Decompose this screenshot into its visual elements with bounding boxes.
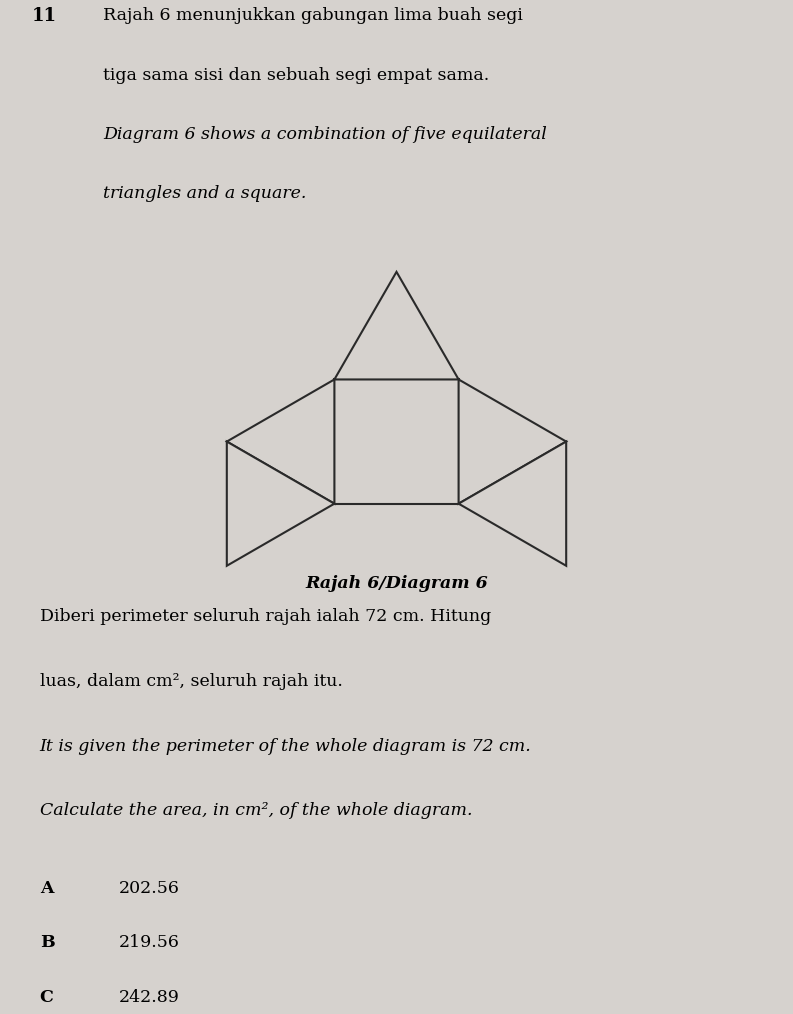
Polygon shape — [227, 441, 335, 566]
Text: Rajah 6/Diagram 6: Rajah 6/Diagram 6 — [305, 575, 488, 591]
Text: C: C — [40, 989, 53, 1006]
Text: A: A — [40, 880, 53, 897]
Text: luas, dalam cm², seluruh rajah itu.: luas, dalam cm², seluruh rajah itu. — [40, 672, 343, 690]
Text: 242.89: 242.89 — [119, 989, 180, 1006]
Text: Diberi perimeter seluruh rajah ialah 72 cm. Hitung: Diberi perimeter seluruh rajah ialah 72 … — [40, 607, 491, 625]
Text: 202.56: 202.56 — [119, 880, 180, 897]
Text: B: B — [40, 935, 55, 951]
Text: Diagram 6 shows a combination of five equilateral: Diagram 6 shows a combination of five eq… — [103, 126, 547, 143]
Polygon shape — [335, 379, 458, 504]
Polygon shape — [458, 441, 566, 566]
Text: Rajah 6 menunjukkan gabungan lima buah segi: Rajah 6 menunjukkan gabungan lima buah s… — [103, 7, 523, 24]
Polygon shape — [227, 379, 335, 504]
Text: 11: 11 — [32, 7, 57, 25]
Text: It is given the perimeter of the whole diagram is 72 cm.: It is given the perimeter of the whole d… — [40, 737, 531, 754]
Polygon shape — [458, 379, 566, 504]
Text: tiga sama sisi dan sebuah segi empat sama.: tiga sama sisi dan sebuah segi empat sam… — [103, 67, 489, 84]
Text: Calculate the area, in cm², of the whole diagram.: Calculate the area, in cm², of the whole… — [40, 802, 472, 819]
Text: triangles and a square.: triangles and a square. — [103, 186, 306, 203]
Text: 219.56: 219.56 — [119, 935, 180, 951]
Polygon shape — [335, 272, 458, 379]
